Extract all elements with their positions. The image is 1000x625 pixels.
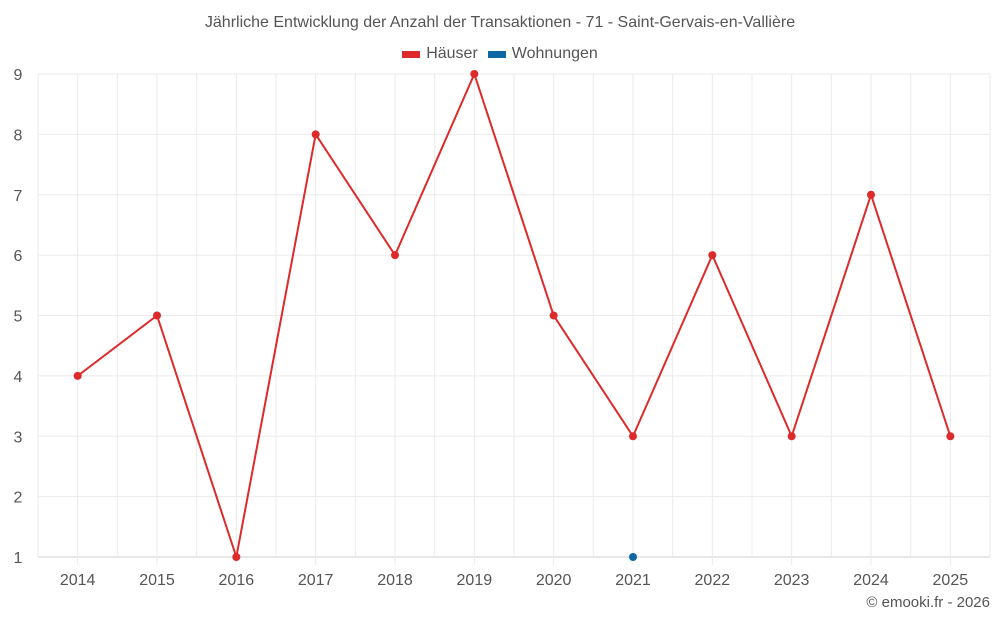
- legend-label: Häuser: [426, 45, 478, 62]
- x-tick-label: 2018: [377, 572, 413, 589]
- x-tick-label: 2017: [298, 572, 334, 589]
- data-point[interactable]: [73, 371, 82, 380]
- data-point[interactable]: [549, 311, 558, 320]
- data-point[interactable]: [629, 432, 637, 441]
- legend-swatch-icon: [487, 50, 506, 58]
- x-tick-label: 2021: [615, 572, 651, 589]
- y-tick-label: 2: [14, 490, 23, 507]
- data-point[interactable]: [391, 251, 399, 260]
- legend-label: Wohnungen: [511, 45, 598, 62]
- x-tick-label: 2014: [60, 572, 96, 589]
- data-point[interactable]: [232, 553, 241, 561]
- y-tick-label: 8: [14, 127, 23, 144]
- x-tick-label: 2016: [219, 572, 255, 589]
- data-point[interactable]: [946, 432, 955, 441]
- credit-text: © emooki.fr - 2026: [866, 594, 990, 611]
- x-tick-label: 2024: [853, 572, 889, 589]
- data-point[interactable]: [470, 70, 479, 78]
- data-point[interactable]: [787, 432, 796, 441]
- x-tick-label: 2020: [536, 572, 572, 589]
- x-tick-label: 2015: [139, 572, 175, 589]
- data-point[interactable]: [311, 130, 320, 139]
- y-tick-label: 1: [14, 550, 23, 567]
- x-tick-label: 2019: [457, 572, 493, 589]
- chart-title: Jährliche Entwicklung der Anzahl der Tra…: [204, 14, 796, 31]
- series-line: [77, 71, 952, 558]
- y-tick-label: 6: [14, 248, 23, 265]
- legend-item-haeuser[interactable]: Häuser: [402, 45, 478, 63]
- y-tick-label: 5: [14, 309, 23, 326]
- x-tick-label: 2023: [774, 572, 810, 589]
- y-tick-label: 9: [14, 67, 23, 84]
- data-point[interactable]: [708, 251, 717, 260]
- data-point[interactable]: [629, 553, 637, 561]
- x-tick-label: 2025: [933, 572, 969, 589]
- y-tick-label: 4: [14, 369, 23, 386]
- legend-item-wohnungen[interactable]: Wohnungen: [487, 45, 598, 63]
- legend: Häuser Wohnungen: [0, 45, 1000, 63]
- x-tick-label: 2022: [695, 572, 731, 589]
- data-point[interactable]: [153, 311, 161, 320]
- y-tick-label: 7: [14, 188, 23, 205]
- data-point[interactable]: [867, 190, 875, 199]
- y-tick-label: 3: [14, 429, 23, 446]
- legend-swatch-icon: [402, 50, 421, 58]
